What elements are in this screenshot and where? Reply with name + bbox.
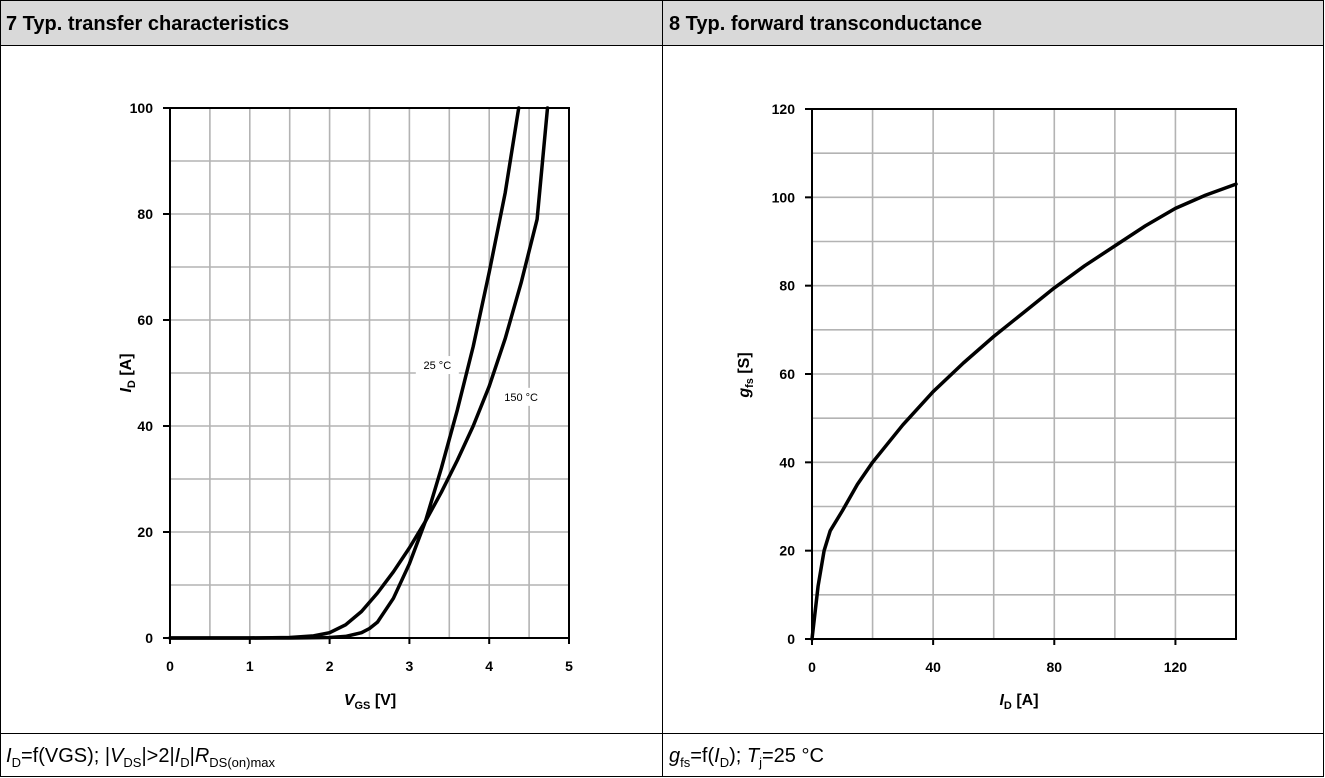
- header-cell-right: [663, 1, 1323, 45]
- chart2-ticks: 0 40 80 120 0 20 40 60 80 100 120: [772, 101, 1188, 675]
- y-tick-label: 120: [772, 101, 796, 117]
- curve-label-bg: [496, 387, 546, 406]
- chart1-plot-frame: [169, 107, 570, 639]
- column-divider: [662, 0, 663, 777]
- y-tick-label: 80: [779, 278, 795, 294]
- x-tick-label: 0: [166, 658, 174, 674]
- forward-transconductance-chart: 0 40 80 120 0 20 40 60 80 100 120 ID [A] gfs [S]: [736, 101, 1238, 712]
- x-tick-label: 120: [1164, 659, 1188, 675]
- x-tick-label: 40: [925, 659, 941, 675]
- curve-label-1: 150 °C: [504, 392, 538, 404]
- y-tick-label: 0: [145, 630, 153, 646]
- caption-divider: [0, 733, 1324, 734]
- y-tick-label: 100: [772, 189, 796, 205]
- y-tick-label: 20: [137, 524, 153, 540]
- x-tick-label: 5: [565, 658, 573, 674]
- series-line-0: [168, 106, 550, 640]
- chart1-ylabel: ID [A]: [118, 353, 138, 392]
- y-tick-label: 40: [779, 454, 795, 470]
- y-tick-label: 0: [787, 631, 795, 647]
- panel-title-transconductance: 8 Typ. forward transconductance: [669, 13, 983, 35]
- chart1-curve-labels: 25 °C 150 °C: [415, 356, 546, 406]
- y-tick-label: 20: [779, 543, 795, 559]
- chart1-ticks: 0 1 2 3 4 5 0 20 40 60 80 100: [130, 100, 573, 674]
- chart2-plot-frame: [811, 108, 1237, 640]
- series-line-0: [810, 182, 1238, 641]
- x-tick-label: 80: [1046, 659, 1062, 675]
- header-cell-left: [1, 1, 662, 45]
- curve-label-bg: [415, 356, 459, 375]
- chart1-xlabel: VGS [V]: [344, 692, 396, 712]
- y-tick-label: 60: [779, 366, 795, 382]
- chart2-xlabel: ID [A]: [999, 692, 1038, 712]
- panel-title-transfer: 7 Typ. transfer characteristics: [6, 13, 290, 35]
- curve-label-0: 25 °C: [424, 360, 452, 372]
- chart2-grid: [812, 109, 1236, 639]
- chart2-ylabel: gfs [S]: [736, 352, 756, 398]
- y-tick-label: 80: [137, 206, 153, 222]
- caption-transfer: ID=f(VGS); |VDS|>2|ID|RDS(on)max: [6, 745, 276, 770]
- x-tick-label: 1: [246, 658, 254, 674]
- y-tick-label: 100: [130, 100, 154, 116]
- header-divider: [0, 45, 1324, 46]
- transfer-characteristics-chart: 0 1 2 3 4 5 0 20 40 60 80 100 25 °C 150 °C VGS [V] I…: [118, 100, 573, 712]
- caption-transconductance: gfs=f(ID); Tj=25 °C: [669, 745, 824, 770]
- chart1-grid: [170, 108, 569, 638]
- y-tick-label: 60: [137, 312, 153, 328]
- x-tick-label: 4: [485, 658, 493, 674]
- x-tick-label: 0: [808, 659, 816, 675]
- y-tick-label: 40: [137, 418, 153, 434]
- x-tick-label: 3: [406, 658, 414, 674]
- x-tick-label: 2: [326, 658, 334, 674]
- chart2-series: [810, 182, 1238, 641]
